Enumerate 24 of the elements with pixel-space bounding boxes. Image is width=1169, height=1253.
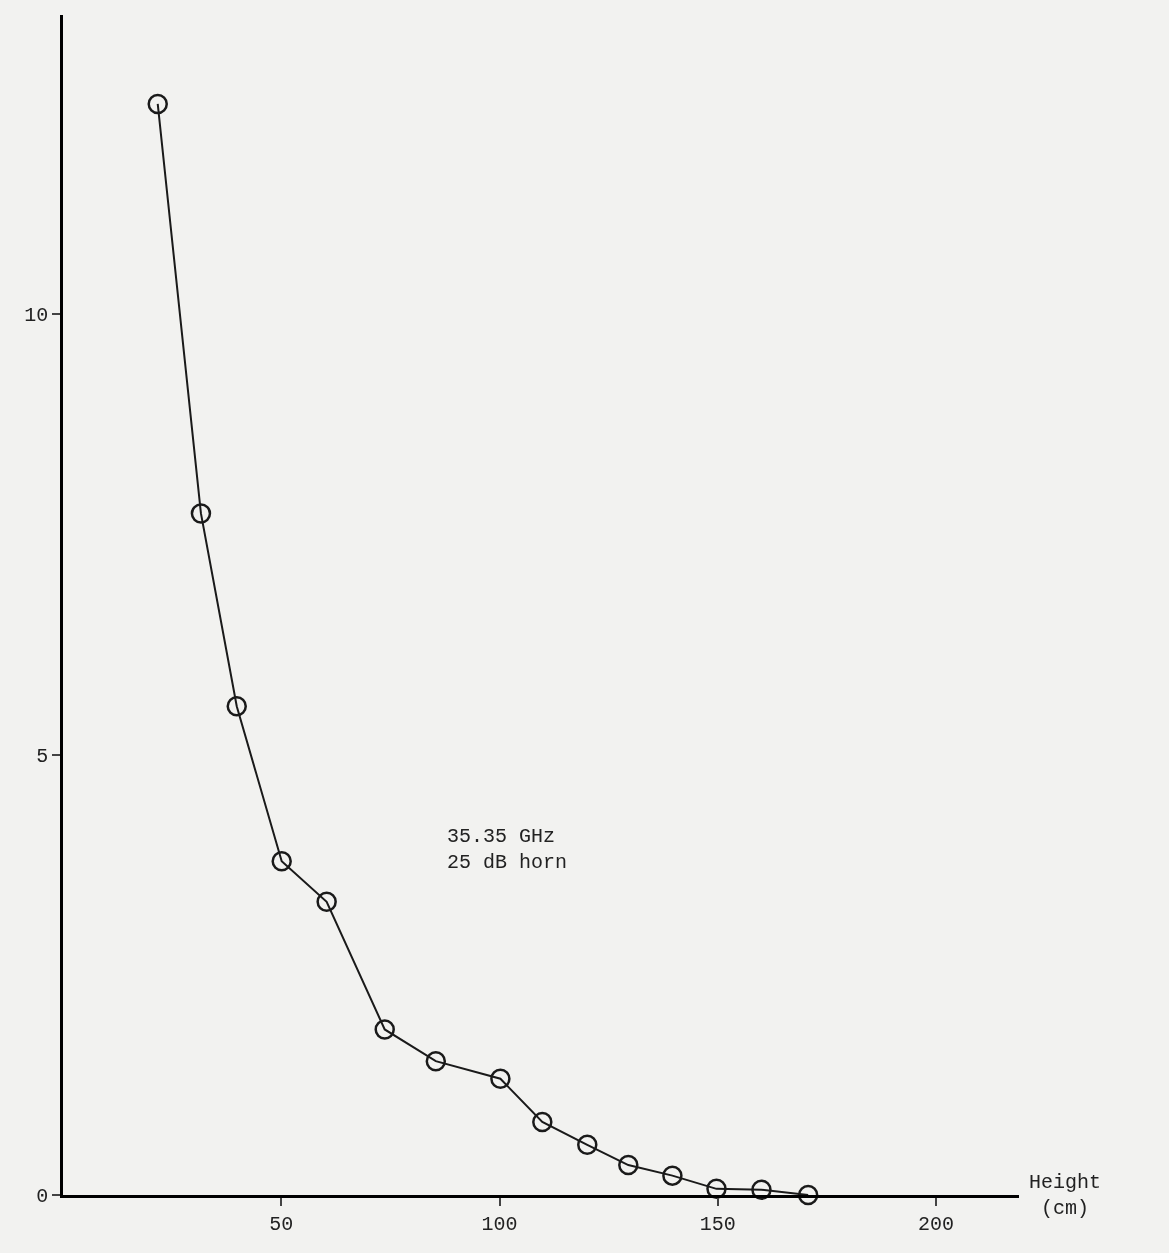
point	[147, 93, 168, 115]
point	[577, 1134, 598, 1156]
x-tick-label: 100	[481, 1212, 518, 1236]
x-tick-label: 200	[918, 1212, 955, 1236]
y-tick-label: 10	[24, 304, 49, 328]
point	[490, 1068, 511, 1089]
point	[532, 1111, 553, 1133]
point	[618, 1154, 639, 1176]
point	[751, 1179, 772, 1200]
point	[190, 503, 212, 524]
point	[797, 1184, 819, 1206]
y-tick-label: 5	[36, 744, 49, 768]
point	[316, 891, 337, 912]
point	[226, 696, 247, 717]
x-tick-label: 150	[699, 1212, 736, 1236]
point	[662, 1165, 683, 1186]
annotation: 35.35 GHz 25 dB horn	[447, 825, 568, 874]
point	[425, 1050, 447, 1072]
x-tick-label: 50	[269, 1212, 294, 1236]
point	[374, 1019, 395, 1040]
point	[271, 851, 292, 872]
x-axis-title: Height (cm)	[1029, 1171, 1102, 1220]
y-tick-label: 0	[36, 1185, 49, 1208]
point	[706, 1178, 727, 1200]
